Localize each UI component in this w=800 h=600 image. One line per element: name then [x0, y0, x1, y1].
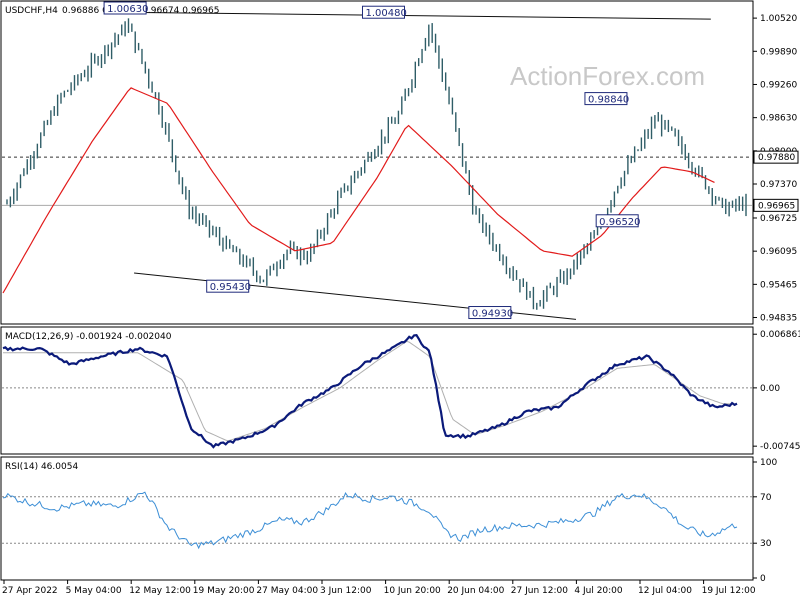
price-candles — [6, 18, 747, 310]
x-tick-label: 20 Jun 04:00 — [447, 586, 504, 596]
price-annotation-box — [468, 306, 512, 320]
price-y-tick-label: 1.00520 — [760, 14, 797, 24]
x-tick-label: 12 May 12:00 — [129, 586, 191, 596]
price-panel: USDCHF,H4 0.96886 0.96976 0.96674 0.9696… — [0, 0, 799, 325]
price-y-tick-label: 0.98630 — [760, 114, 797, 124]
price-annotation-label: 0.96520 — [599, 217, 640, 228]
x-tick-label: 27 May 04:00 — [256, 586, 318, 596]
rsi-y-axis: 100 70 30 0 — [753, 458, 777, 584]
macd-line — [2, 334, 738, 449]
price-level-tag — [753, 198, 799, 212]
price-level-tag-label: 0.96965 — [758, 201, 795, 211]
rsi-y-tick-label: 30 — [760, 539, 772, 549]
price-header-symbol: USDCHF,H4 — [5, 6, 58, 16]
rsi-y-tick-label: 70 — [760, 493, 772, 503]
price-y-tick-label: 0.96725 — [760, 214, 797, 224]
x-tick-label: 10 Jun 20:00 — [384, 586, 441, 596]
price-annotation-box — [584, 92, 628, 106]
rsi-line — [2, 491, 738, 550]
price-annotation-label: 0.94930 — [472, 309, 513, 320]
rsi-panel: RSI(14) 46.0054 100 70 30 0 — [0, 456, 777, 584]
rsi-levels — [2, 496, 752, 544]
macd-y-tick-label: 0.00 — [760, 384, 780, 394]
macd-y-tick-label: -0.007454 — [760, 442, 800, 452]
rsi-y-tick-label: 0 — [760, 574, 766, 584]
x-tick-label: 27 Jun 12:00 — [511, 586, 568, 596]
price-level-tag-label: 0.97880 — [758, 153, 795, 163]
price-annotation-box — [206, 279, 250, 293]
price-y-tick-label: 0.95465 — [760, 280, 797, 290]
price-annotations: 1.00630 1.00480 0.98840 0.95430 0.94930 0.965… — [103, 1, 641, 320]
price-annotation-label: 0.95430 — [210, 282, 251, 293]
x-tick-label: 19 Jul 12:00 — [702, 586, 756, 596]
x-tick-label: 3 Jun 12:00 — [320, 586, 372, 596]
price-annotation-box — [103, 1, 147, 15]
macd-panel-border — [0, 326, 754, 455]
price-y-tick-label: 0.97370 — [760, 180, 797, 190]
x-axis: 27 Apr 2022 5 May 04:00 12 May 12:00 19 May… — [2, 580, 756, 596]
price-y-tick-label: 0.99260 — [760, 80, 797, 90]
macd-title: MACD(12,26,9) -0.001924 -0.002040 — [5, 332, 172, 342]
price-panel-border — [0, 0, 754, 325]
rsi-y-tick-label: 100 — [760, 458, 777, 468]
macd-y-tick-label: 0.006861 — [760, 330, 800, 340]
x-tick-label: 4 Jul 20:00 — [574, 586, 623, 596]
watermark: ActionForex.com — [510, 61, 705, 91]
x-tick-label: 5 May 04:00 — [66, 586, 122, 596]
macd-y-axis: 0.006861 0.00 -0.007454 — [753, 330, 800, 452]
rsi-title: RSI(14) 46.0054 — [5, 462, 78, 472]
price-annotation-label: 1.00480 — [365, 8, 406, 19]
x-tick-label: 12 Jul 04:00 — [638, 586, 692, 596]
price-level-tag — [753, 150, 799, 164]
x-tick-label: 27 Apr 2022 — [2, 586, 58, 596]
price-y-tick-label: 0.94835 — [760, 314, 797, 324]
price-y-tick-label: 0.96095 — [760, 247, 797, 257]
price-trendline — [130, 11, 711, 20]
price-annotation-box — [595, 214, 639, 228]
price-y-tick-label: 0.99890 — [760, 47, 797, 57]
macd-panel: MACD(12,26,9) -0.001924 -0.002040 0.0068… — [0, 326, 800, 455]
ema-line — [2, 87, 715, 294]
price-annotation-label: 1.00630 — [107, 4, 148, 15]
rsi-panel-border — [0, 456, 754, 581]
price-annotation-box — [361, 5, 405, 19]
x-tick-label: 19 May 20:00 — [193, 586, 255, 596]
price-annotation-label: 0.98840 — [588, 95, 629, 106]
